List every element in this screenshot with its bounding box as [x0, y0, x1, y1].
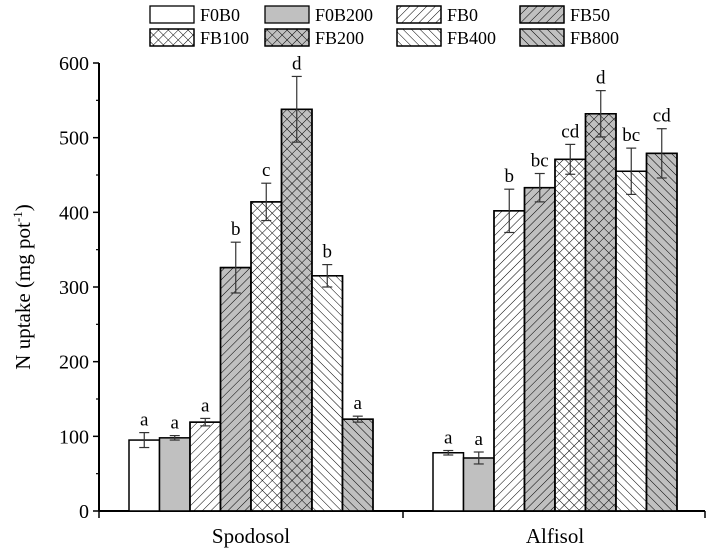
significance-label: d	[292, 53, 302, 74]
significance-label: a	[201, 395, 210, 416]
bar-FB0	[493, 210, 526, 512]
bar-FB0	[189, 421, 222, 512]
bar-F0B200	[462, 457, 495, 512]
legend-swatch-FB800	[519, 28, 565, 47]
bar-FB400	[615, 170, 648, 512]
y-axis-label: N uptake (mg pot-1)	[10, 204, 35, 369]
significance-label: a	[140, 410, 149, 431]
significance-label: b	[231, 219, 241, 240]
legend-label: FB0	[447, 5, 478, 25]
significance-label: a	[354, 393, 363, 414]
significance-label: a	[171, 413, 180, 434]
legend-label: FB200	[315, 28, 364, 48]
legend-swatch-F0B200	[264, 5, 310, 24]
legend-swatch-FB400	[396, 28, 442, 47]
y-tick-label: 100	[59, 426, 89, 448]
significance-label: cd	[561, 121, 579, 142]
significance-label: bc	[531, 151, 549, 172]
legend-swatch-F0B0	[149, 5, 195, 24]
significance-label: b	[505, 166, 515, 187]
bar-FB200	[280, 108, 313, 512]
x-tick-label: Alfisol	[526, 524, 585, 548]
bar-F0B0	[128, 439, 161, 512]
x-tick-label: Spodosol	[212, 524, 290, 548]
legend-swatch-FB100	[149, 28, 195, 47]
significance-label: a	[444, 428, 453, 449]
bar-F0B200	[158, 437, 191, 512]
legend-swatch-FB50	[519, 5, 565, 24]
bar-FB400	[311, 275, 344, 512]
bar-FB100	[554, 158, 587, 512]
legend-label: FB400	[447, 28, 496, 48]
legend-label: F0B200	[315, 5, 373, 25]
bar-FB200	[584, 113, 617, 512]
y-tick-label: 400	[59, 202, 89, 224]
legend-label: FB100	[200, 28, 249, 48]
bar-FB100	[250, 201, 283, 512]
y-tick-label: 500	[59, 128, 89, 150]
significance-label: b	[323, 242, 333, 263]
y-tick-label: 600	[59, 53, 89, 75]
legend-label: F0B0	[200, 5, 240, 25]
significance-label: bc	[622, 125, 640, 146]
significance-label: c	[262, 160, 270, 181]
legend: F0B0 F0B200 FB0 FB50 FB100 FB200 FB400 FB800	[149, 5, 619, 48]
significance-label: d	[596, 68, 606, 89]
bar-FB800	[341, 418, 374, 512]
legend-label: FB50	[570, 5, 610, 25]
legend-swatch-FB200	[264, 28, 310, 47]
y-tick-label: 0	[79, 501, 89, 523]
y-tick-label: 200	[59, 352, 89, 374]
legend-label: FB800	[570, 28, 619, 48]
bar-FB50	[523, 186, 556, 512]
bar-F0B0	[432, 452, 465, 512]
y-tick-label: 300	[59, 277, 89, 299]
bar-FB50	[219, 266, 252, 512]
bar-FB800	[645, 152, 678, 512]
significance-label: cd	[653, 106, 671, 127]
legend-swatch-FB0	[396, 5, 442, 24]
significance-label: a	[475, 429, 484, 450]
